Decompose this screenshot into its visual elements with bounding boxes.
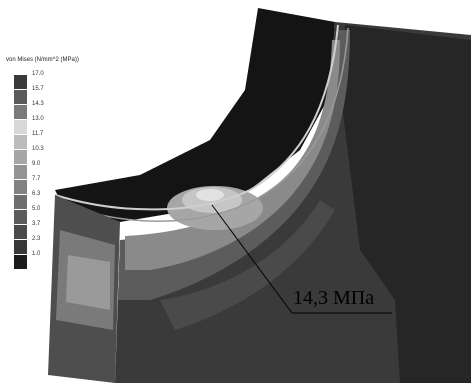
legend-row: 9.0 (14, 161, 54, 179)
legend-row: 10.3 (14, 146, 54, 164)
legend-swatch (14, 105, 27, 119)
legend-tick-label: 9.0 (32, 161, 41, 167)
legend-swatch (14, 75, 27, 89)
model-left-face-inner (66, 255, 110, 310)
legend-row: 17.0 (14, 71, 54, 89)
legend-row: 15.7 (14, 86, 54, 104)
model-back-face (55, 8, 335, 222)
stress-hotspot-core (196, 189, 224, 201)
legend-title: von Mises (N/mm^2 (MPa)) (6, 57, 79, 63)
legend-tick-label: 10.3 (32, 146, 44, 152)
legend-row: 13.0 (14, 116, 54, 134)
fillet-edge-inner (59, 27, 349, 222)
legend-swatch (14, 90, 27, 104)
legend-tick-label: 2.3 (32, 236, 41, 242)
model-right-face (340, 25, 471, 383)
legend-row: 5.0 (14, 206, 54, 224)
legend-row: 1.0 (14, 251, 54, 269)
legend-swatch (14, 165, 27, 179)
legend-tick-label: 17.0 (32, 71, 44, 77)
legend-tick-label: 7.7 (32, 176, 41, 182)
callout-leader (211, 204, 293, 314)
legend-tick-label: 13.0 (32, 116, 44, 122)
legend-row: 14.3 (14, 101, 54, 119)
legend-swatch (14, 240, 27, 254)
legend-swatch (14, 225, 27, 239)
fillet-edge (54, 24, 339, 211)
legend-tick-label: 15.7 (32, 86, 44, 92)
legend-swatch (14, 150, 27, 164)
legend-swatch (14, 255, 27, 269)
legend-tick-label: 14.3 (32, 101, 44, 107)
legend-tick-label: 1.0 (32, 251, 41, 257)
legend-row: 11.7 (14, 131, 54, 149)
legend-row: 7.7 (14, 176, 54, 194)
legend-swatch (14, 180, 27, 194)
legend-tick-label: 6.3 (32, 191, 41, 197)
legend-swatch (14, 120, 27, 134)
legend-row: 2.3 (14, 236, 54, 254)
legend-row: 3.7 (14, 221, 54, 239)
legend-swatch (14, 210, 27, 224)
legend-tick-label: 5.0 (32, 206, 41, 212)
callout-label: 14,3 МПа (293, 287, 375, 309)
contour-band-mid (118, 30, 350, 300)
legend-swatch (14, 135, 27, 149)
contour-band-lower (160, 200, 335, 330)
legend-row: 6.3 (14, 191, 54, 209)
legend-tick-label: 3.7 (32, 221, 41, 227)
legend-tick-label: 11.7 (32, 131, 44, 137)
legend-swatch (14, 195, 27, 209)
